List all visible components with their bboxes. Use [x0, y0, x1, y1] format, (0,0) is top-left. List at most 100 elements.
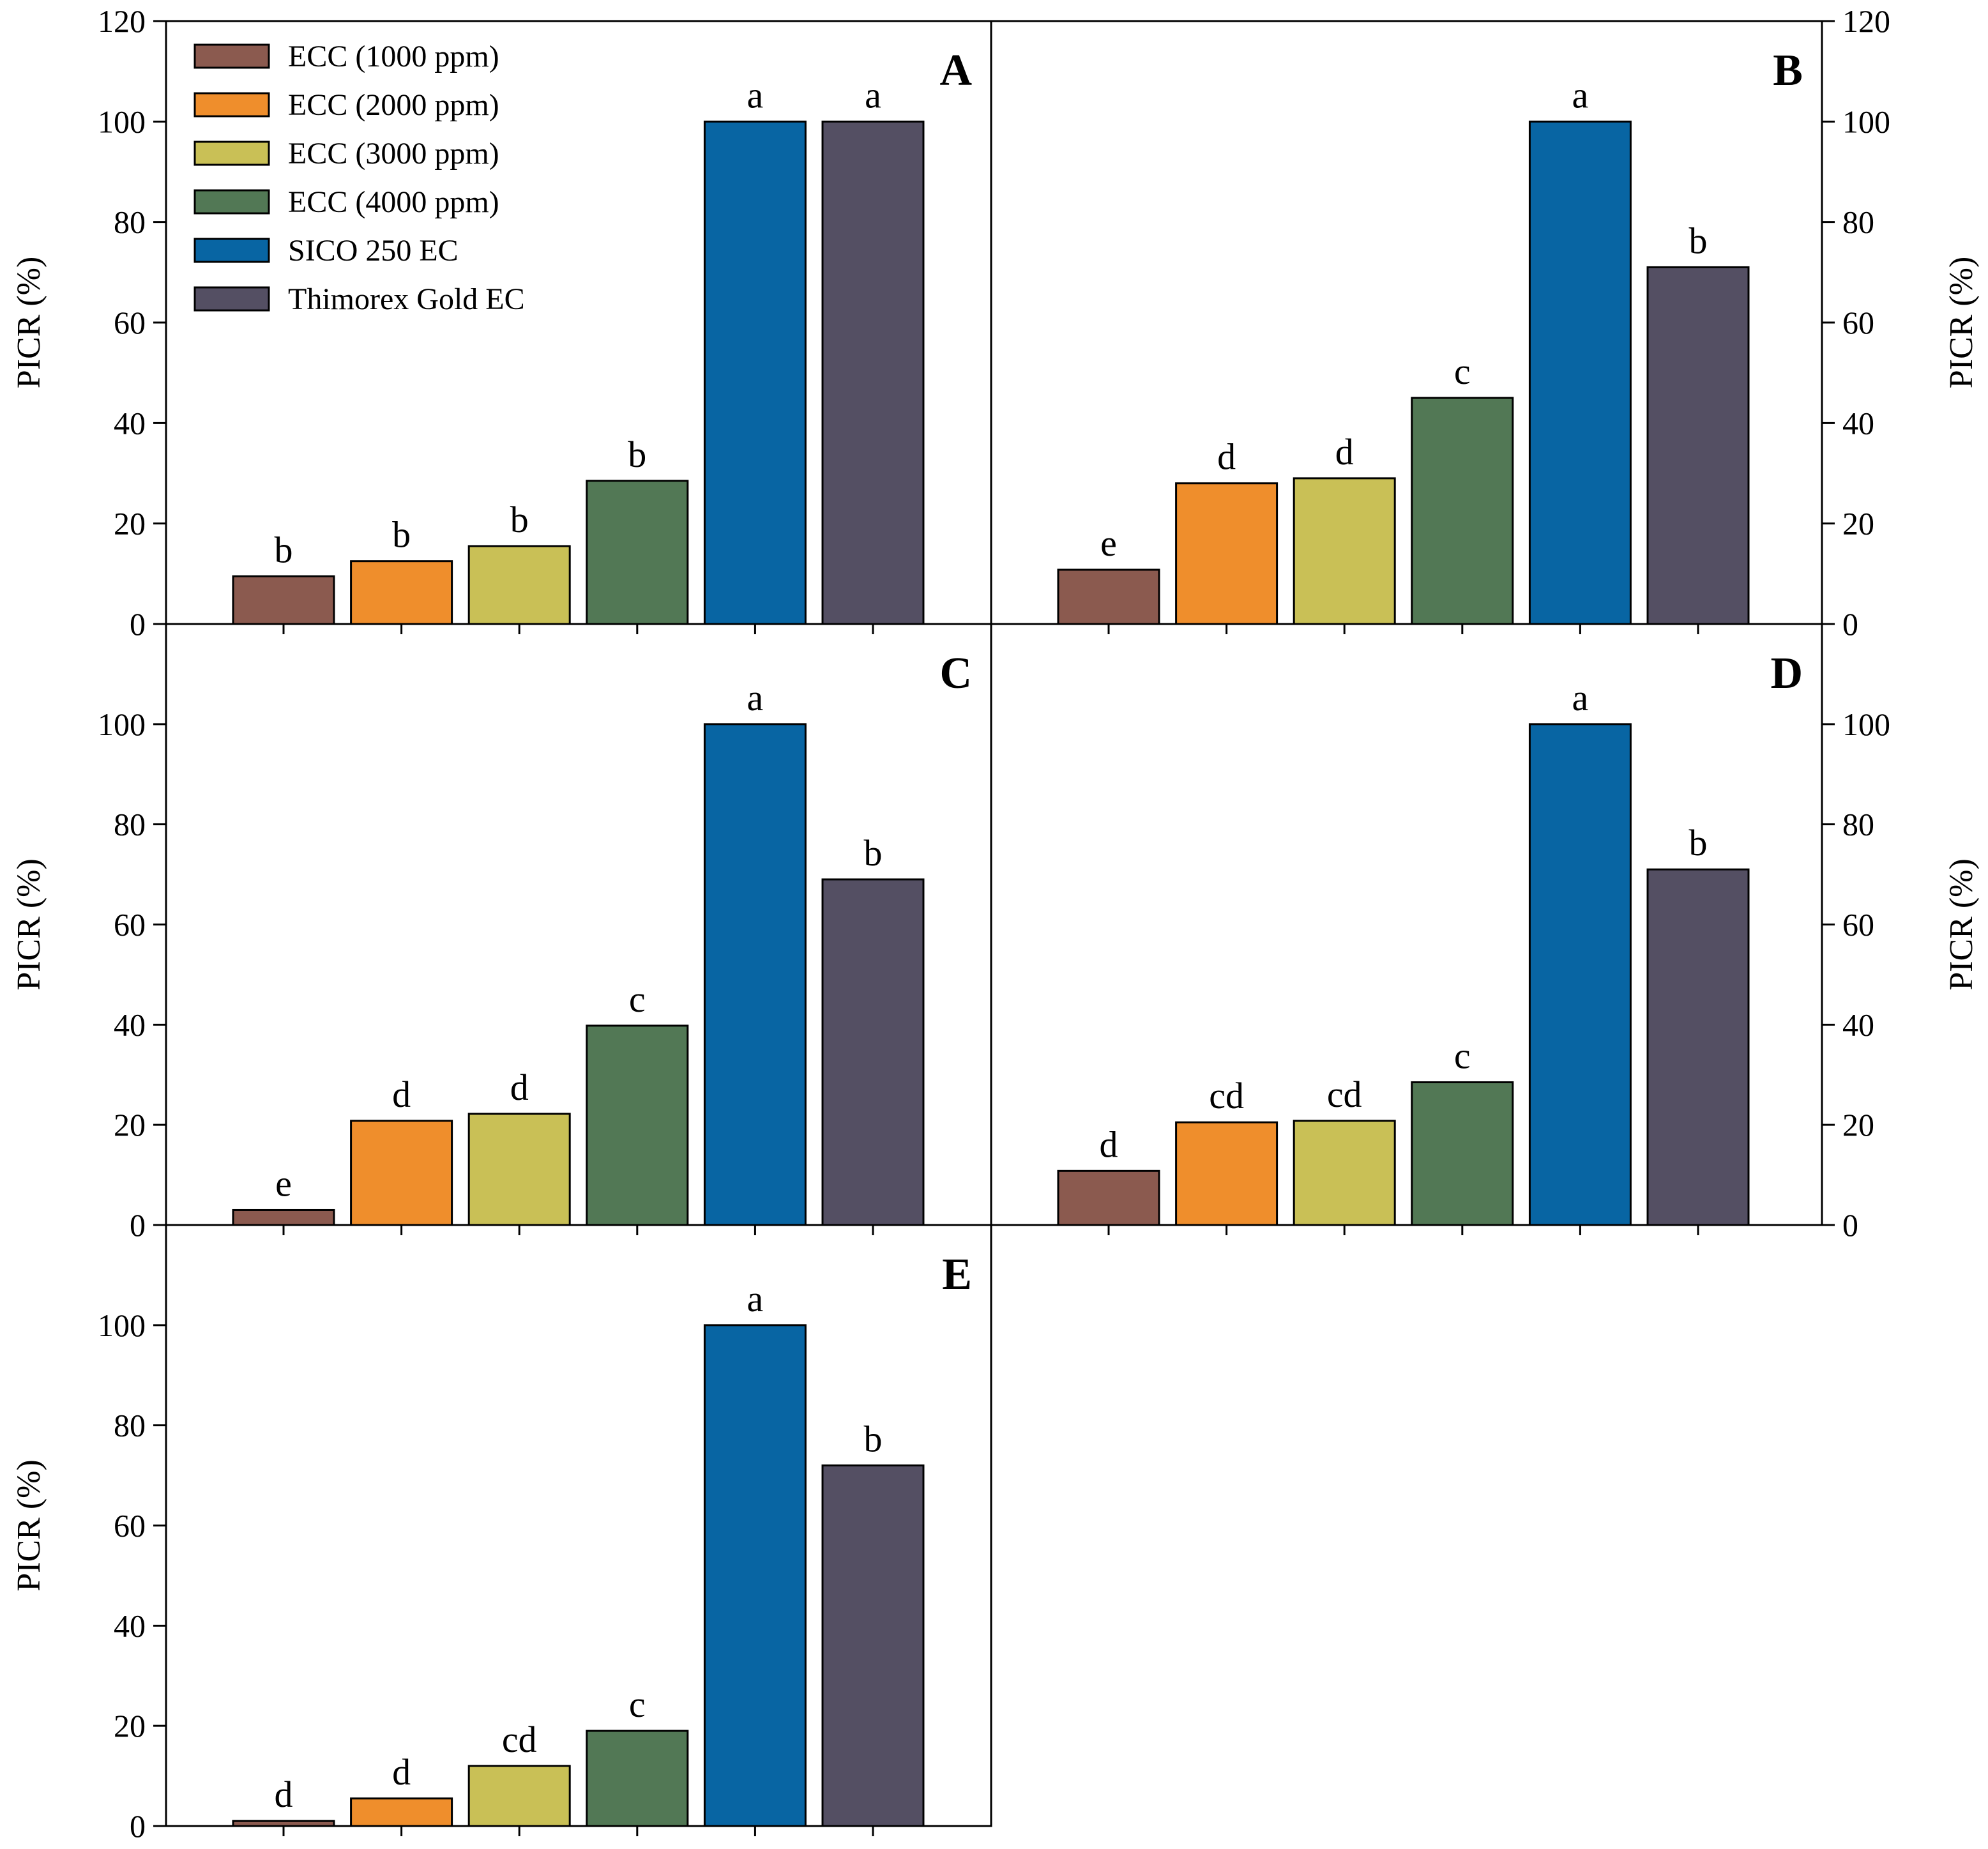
y-tick-label-d: 100 — [1842, 706, 1890, 742]
y-tick-label-e: 0 — [130, 1808, 146, 1844]
y-axis-label-c: PICR (%) — [11, 858, 47, 991]
significance-label-d: cd — [1327, 1074, 1362, 1115]
y-tick-label-c: 40 — [114, 1007, 146, 1042]
significance-label-a: b — [392, 514, 411, 556]
bar-e-2 — [350, 1797, 453, 1827]
bar-d-1 — [1057, 1169, 1160, 1226]
y-tick-label-b: 20 — [1842, 506, 1874, 542]
bar-a-5 — [703, 120, 807, 625]
y-axis-label-a: PICR (%) — [11, 257, 47, 389]
legend-entry: ECC (3000 ppm) — [288, 137, 499, 171]
bar-b-4 — [1411, 397, 1514, 625]
significance-label-d: c — [1454, 1035, 1471, 1077]
significance-label-b: d — [1335, 431, 1354, 473]
legend-entry: SICO 250 EC — [288, 234, 459, 268]
bar-a-6 — [821, 120, 925, 625]
y-tick-label-b: 80 — [1842, 204, 1874, 240]
legend-swatch — [193, 92, 270, 118]
y-tick-label-b: 120 — [1842, 3, 1890, 39]
significance-label-d: b — [1689, 822, 1708, 864]
significance-label-c: d — [392, 1074, 411, 1115]
panel-letter-e: E — [942, 1250, 972, 1299]
y-tick-label-c: 0 — [130, 1207, 146, 1243]
y-tick-label-c: 80 — [114, 807, 146, 842]
significance-label-e: b — [864, 1418, 883, 1459]
bar-e-4 — [586, 1730, 689, 1827]
bar-b-3 — [1293, 477, 1396, 625]
significance-label-c: e — [275, 1162, 292, 1204]
significance-label-a: b — [275, 529, 293, 570]
y-axis-label-b: PICR (%) — [1943, 257, 1980, 389]
legend-entry: ECC (1000 ppm) — [288, 40, 499, 73]
y-tick-label-e: 60 — [114, 1508, 146, 1544]
significance-label-d: cd — [1209, 1075, 1244, 1116]
y-tick-label-a: 40 — [114, 405, 146, 441]
y-axis-label-e: PICR (%) — [11, 1459, 47, 1592]
y-tick-label-c: 100 — [98, 706, 146, 742]
significance-label-b: c — [1454, 351, 1471, 392]
y-tick-label-e: 40 — [114, 1608, 146, 1643]
legend: ECC (1000 ppm) ECC (2000 ppm) ECC (3000 pp… — [193, 40, 525, 316]
y-tick-label-c: 20 — [114, 1107, 146, 1143]
y-tick-label-d: 80 — [1842, 807, 1874, 842]
y-tick-label-d: 0 — [1842, 1207, 1858, 1243]
significance-label-b: e — [1100, 522, 1117, 564]
bar-d-2 — [1175, 1121, 1279, 1226]
significance-label-c: c — [629, 978, 646, 1020]
significance-label-a: b — [510, 499, 529, 540]
significance-label-e: cd — [502, 1719, 537, 1760]
significance-label-a: a — [865, 74, 881, 116]
panel-letter-a: A — [939, 46, 972, 95]
bar-d-5 — [1528, 723, 1632, 1226]
significance-label-e: c — [629, 1684, 646, 1725]
significance-label-b: b — [1689, 220, 1708, 261]
panel-letter-d: D — [1770, 649, 1803, 698]
y-tick-label-e: 100 — [98, 1307, 146, 1343]
y-axis-label-d: PICR (%) — [1943, 858, 1980, 991]
significance-label-e: d — [392, 1751, 411, 1793]
legend-swatch — [193, 286, 270, 312]
y-tick-label-b: 0 — [1842, 606, 1858, 642]
significance-label-c: a — [747, 677, 764, 719]
y-tick-label-a: 100 — [98, 103, 146, 139]
bar-d-6 — [1646, 868, 1750, 1226]
legend-swatch — [193, 189, 270, 215]
panel-letter-b: B — [1773, 46, 1803, 95]
bar-b-2 — [1175, 482, 1279, 625]
y-tick-label-a: 0 — [130, 606, 146, 642]
significance-label-d: d — [1100, 1123, 1118, 1165]
significance-label-c: d — [510, 1067, 529, 1108]
panel-letter-c: C — [939, 649, 972, 698]
y-tick-label-b: 60 — [1842, 305, 1874, 340]
bar-a-3 — [467, 545, 571, 625]
legend-swatch — [193, 43, 270, 69]
bar-c-5 — [703, 723, 807, 1226]
significance-label-b: a — [1572, 74, 1589, 116]
bar-b-5 — [1528, 120, 1632, 625]
bar-d-4 — [1411, 1081, 1514, 1226]
y-tick-label-d: 40 — [1842, 1007, 1874, 1042]
legend-entry: ECC (4000 ppm) — [288, 185, 499, 219]
axes-layer — [153, 20, 1835, 1836]
significance-label-a: b — [628, 434, 646, 475]
y-tick-label-e: 80 — [114, 1408, 146, 1443]
y-tick-label-a: 60 — [114, 305, 146, 340]
bar-e-3 — [467, 1765, 571, 1827]
legend-swatch — [193, 238, 270, 263]
legend-swatch — [193, 141, 270, 166]
bar-d-3 — [1293, 1120, 1396, 1226]
bar-b-1 — [1057, 568, 1160, 625]
y-tick-label-b: 40 — [1842, 405, 1874, 441]
legend-entry: ECC (2000 ppm) — [288, 88, 499, 122]
y-tick-label-a: 80 — [114, 204, 146, 240]
bar-a-1 — [232, 575, 335, 625]
significance-label-e: d — [275, 1774, 293, 1815]
y-tick-label-d: 60 — [1842, 907, 1874, 943]
y-tick-label-e: 20 — [114, 1708, 146, 1744]
bar-e-5 — [703, 1324, 807, 1827]
bar-b-6 — [1646, 266, 1750, 625]
significance-label-d: a — [1572, 677, 1589, 719]
bars-layer — [232, 120, 1750, 1827]
bar-a-2 — [350, 560, 453, 625]
